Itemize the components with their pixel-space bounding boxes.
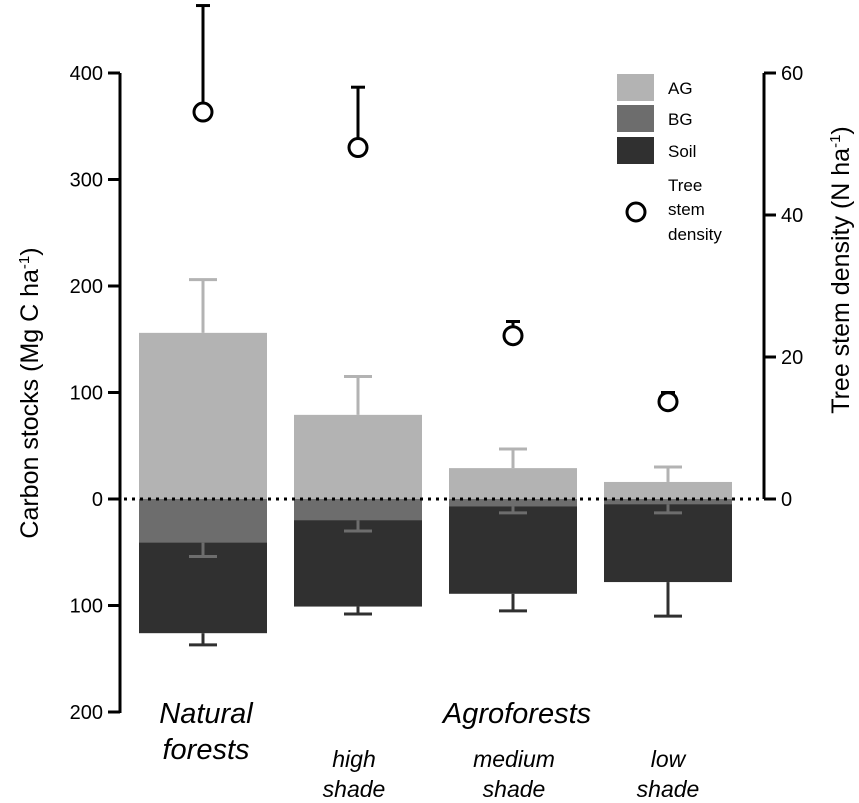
label-low-2: shade	[637, 776, 700, 802]
bar-ag	[139, 332, 267, 499]
left-tick-label: 200	[70, 702, 103, 724]
label-medium-2: shade	[483, 776, 546, 802]
legend-label-bg: BG	[668, 110, 693, 129]
left-tick-label: 100	[70, 383, 103, 405]
left-tick-label: 0	[92, 489, 103, 511]
error-bars-layer	[189, 278, 682, 647]
left-tick-label: 400	[70, 63, 103, 85]
left-tick-label: 300	[70, 170, 103, 192]
bar-bg	[449, 499, 577, 507]
density-point	[192, 101, 214, 123]
label-low-1: low	[651, 746, 687, 772]
legend: AG BG Soil Tree stem density	[617, 74, 722, 244]
bars-layer	[139, 332, 732, 634]
right-tick-label: 0	[781, 489, 792, 511]
legend-label-soil: Soil	[668, 142, 696, 161]
legend-swatch-bg	[617, 105, 654, 132]
density-point	[657, 391, 679, 413]
right-axis-title: Tree stem density (N ha-1)	[827, 126, 855, 414]
bar-ag	[449, 468, 577, 499]
left-axis-ticks: 400 300 200 100 0 100 200	[70, 63, 120, 724]
legend-label-density-3: density	[668, 225, 722, 244]
bar-ag	[604, 481, 732, 499]
bar-soil	[449, 499, 577, 594]
right-tick-label: 40	[781, 205, 803, 227]
label-agroforests: Agroforests	[441, 698, 591, 730]
bar-bg	[294, 499, 422, 521]
label-high-2: shade	[323, 776, 386, 802]
label-natural-1: Natural	[159, 698, 254, 730]
bar-ag	[294, 414, 422, 499]
legend-density-marker-icon	[625, 201, 647, 223]
density-point	[502, 325, 524, 347]
left-tick-label: 200	[70, 276, 103, 298]
bar-bg	[139, 499, 267, 543]
legend-swatch-ag	[617, 74, 654, 101]
density-point	[347, 137, 369, 159]
bar-bg	[604, 499, 732, 505]
legend-swatch-soil	[617, 137, 654, 164]
label-high-1: high	[332, 746, 375, 772]
label-medium-1: medium	[473, 746, 555, 772]
left-tick-label: 100	[70, 596, 103, 618]
density-points-layer	[192, 4, 679, 413]
legend-label-density-1: Tree	[668, 176, 702, 195]
left-axis-title: Carbon stocks (Mg C ha-1)	[16, 247, 44, 538]
right-axis-ticks: 0 20 40 60	[764, 63, 803, 511]
label-natural-2: forests	[162, 734, 249, 766]
legend-label-ag: AG	[668, 79, 693, 98]
legend-label-density-2: stem	[668, 200, 705, 219]
right-tick-label: 20	[781, 347, 803, 369]
right-tick-label: 60	[781, 63, 803, 85]
